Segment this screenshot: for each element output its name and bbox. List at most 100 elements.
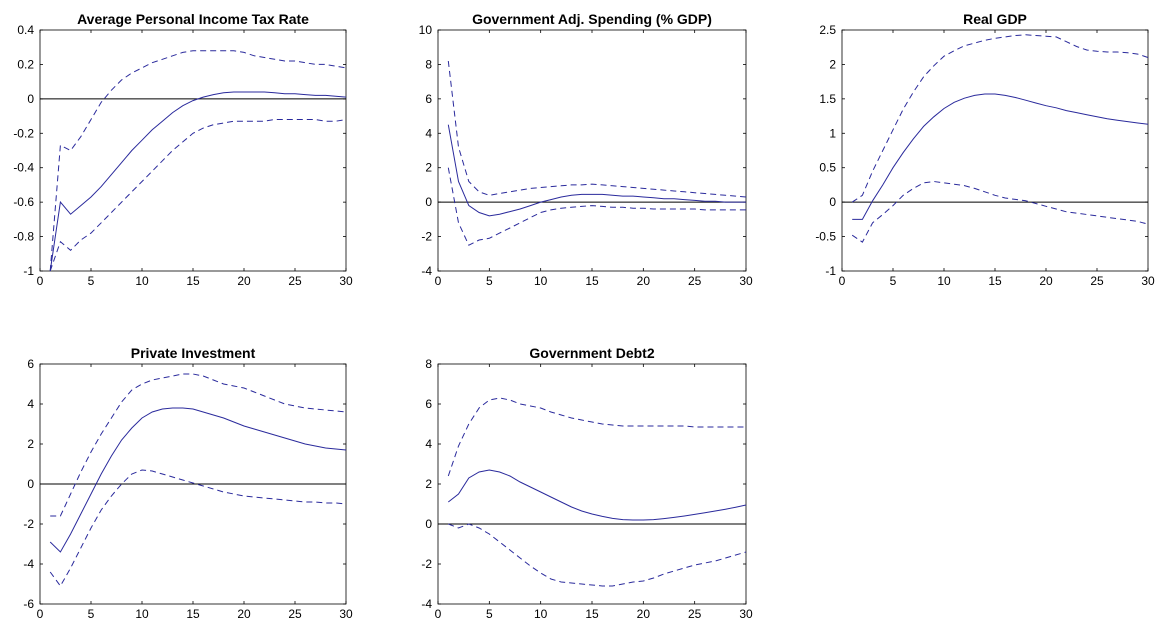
x-tick-label: 20 [637,274,651,288]
y-tick-label: 2 [425,477,432,491]
x-tick-label: 0 [435,274,442,288]
y-tick-label: 2 [27,437,34,451]
impulse-response-line [49,91,347,272]
y-tick-label: -1 [825,264,836,278]
x-tick-label: 10 [135,607,149,621]
y-tick-label: 10 [419,23,433,37]
axes-frame [841,29,1149,272]
x-tick-label: 15 [186,607,200,621]
y-tick-label: 0 [829,195,836,209]
y-tick-label: -0.8 [13,230,34,244]
y-tick-label: -4 [421,597,432,611]
chart-panel-2: Government Adj. Spending (% GDP)0 5 10 15 20… [419,11,753,288]
x-tick-label: 25 [1090,274,1104,288]
y-tick-label: 6 [425,92,432,106]
y-tick-label: -4 [421,264,432,278]
x-tick-label: 25 [288,274,302,288]
y-tick-label: -0.5 [815,230,836,244]
y-tick-label: 2 [425,161,432,175]
y-tick-label: 4 [425,437,432,451]
chart-title: Government Debt2 [529,345,654,361]
impulse-response-line [852,93,1149,220]
x-tick-label: 30 [1141,274,1155,288]
x-tick-label: 15 [585,274,599,288]
confidence-band-line [447,60,747,198]
y-tick-label: 8 [425,57,432,71]
x-tick-label: 0 [37,607,44,621]
x-tick-label: 0 [37,274,44,288]
confidence-band-line [447,167,746,246]
y-tick-label: -0.6 [13,195,34,209]
chart-title: Real GDP [963,11,1027,27]
x-tick-label: 5 [486,607,493,621]
confidence-band-line [50,373,347,517]
y-tick-label: -0.4 [13,161,34,175]
x-tick-label: 25 [688,274,702,288]
y-tick-label: -2 [421,230,432,244]
confidence-band-line [49,119,347,272]
chart-title: Average Personal Income Tax Rate [77,11,309,27]
x-tick-label: 5 [88,274,95,288]
x-tick-label: 15 [186,274,200,288]
x-tick-label: 10 [135,274,149,288]
x-tick-label: 20 [237,274,251,288]
confidence-band-line [49,469,347,587]
x-tick-label: 20 [637,607,651,621]
confidence-band-line [851,34,1149,203]
y-tick-label: 4 [425,126,432,140]
y-tick-label: 1.5 [819,92,836,106]
y-tick-label: 0 [27,92,34,106]
y-tick-label: -0.2 [13,126,34,140]
x-tick-label: 5 [890,274,897,288]
x-tick-label: 5 [88,607,95,621]
y-tick-label: 0 [425,517,432,531]
x-tick-label: 0 [435,607,442,621]
chart-title: Private Investment [131,345,256,361]
x-tick-label: 30 [339,607,353,621]
x-tick-label: 25 [288,607,302,621]
x-tick-label: 0 [839,274,846,288]
y-tick-label: 0.5 [819,161,836,175]
chart-panel-5: Government Debt2 0 5 10 15 20 25 30 -4 -2 0 2 4 6 8 [421,345,753,621]
confidence-band-line [448,523,747,587]
chart-panel-1: Average Personal Income Tax Rate 0 5 10 15 20… [13,11,353,288]
chart-panel-3: Real GDP 0 5 10 15 20 25 30 -1 -0.5 0 0.5 1 1.5 2 2.5 [815,11,1155,288]
x-tick-label: 10 [534,607,548,621]
axes-frame [39,29,347,272]
impulse-response-line [49,407,347,553]
x-tick-label: 30 [739,607,753,621]
y-tick-label: -6 [23,597,34,611]
x-tick-label: 25 [688,607,702,621]
x-tick-label: 30 [739,274,753,288]
x-tick-label: 30 [339,274,353,288]
y-tick-label: -4 [23,557,34,571]
y-tick-label: 6 [425,397,432,411]
y-tick-label: 0 [27,477,34,491]
y-tick-label: 0 [425,195,432,209]
x-tick-label: 5 [486,274,493,288]
y-tick-label: 0.4 [17,23,34,37]
x-tick-label: 20 [237,607,251,621]
y-tick-label: -2 [421,557,432,571]
x-tick-label: 15 [585,607,599,621]
confidence-band-line [49,50,347,272]
y-tick-label: 1 [829,126,836,140]
y-tick-label: 8 [425,357,432,371]
axes-frame [437,363,747,605]
y-tick-label: 0.2 [17,57,34,71]
x-tick-label: 20 [1039,274,1053,288]
y-tick-label: -1 [23,264,34,278]
x-tick-label: 15 [988,274,1002,288]
y-tick-label: -2 [23,517,34,531]
confidence-band-line [447,397,746,477]
x-tick-label: 10 [534,274,548,288]
chart-panel-4: Private Investment 0 5 10 15 20 25 30 -6 -4 -2 0 2 4 6 [23,345,353,621]
axes-frame [437,29,747,272]
chart-title: Government Adj. Spending (% GDP) [472,11,712,27]
x-tick-label: 10 [937,274,951,288]
impulse-response-line [447,469,747,521]
impulse-response-line [447,124,746,217]
y-tick-label: 6 [27,357,34,371]
y-tick-label: 2.5 [819,23,836,37]
